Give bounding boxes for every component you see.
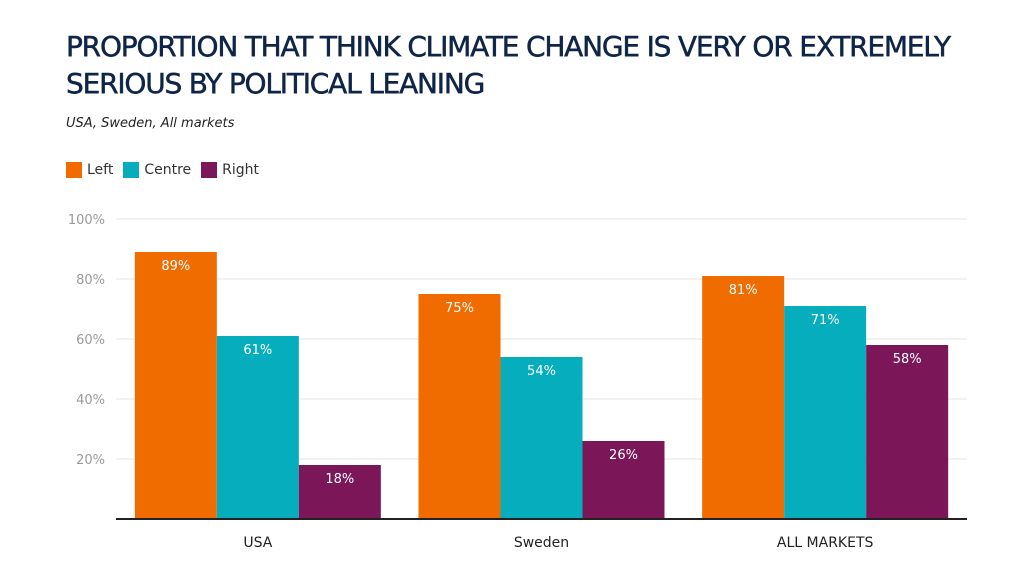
bar bbox=[500, 357, 583, 519]
y-tick-label: 20% bbox=[76, 453, 105, 468]
data-label: 71% bbox=[811, 313, 840, 328]
data-label: 89% bbox=[161, 259, 190, 274]
bar bbox=[702, 276, 785, 519]
y-tick-label: 60% bbox=[76, 333, 105, 348]
legend-label-right: Right bbox=[222, 162, 260, 178]
legend-swatch-centre bbox=[123, 162, 140, 178]
bar bbox=[784, 306, 867, 519]
data-label: 58% bbox=[893, 352, 922, 367]
bar bbox=[216, 336, 299, 519]
data-label: 75% bbox=[445, 301, 474, 316]
legend: Left Centre Right bbox=[66, 162, 269, 178]
legend-swatch-left bbox=[66, 162, 82, 178]
legend-label-left: Left bbox=[87, 162, 114, 178]
x-tick-label: Sweden bbox=[514, 535, 569, 551]
legend-item-centre: Centre bbox=[123, 162, 191, 178]
bar bbox=[134, 252, 217, 519]
bar bbox=[866, 345, 949, 519]
legend-item-right: Right bbox=[201, 162, 259, 178]
y-tick-label: 100% bbox=[68, 213, 105, 228]
data-label: 26% bbox=[609, 448, 638, 463]
legend-item-left: Left bbox=[66, 162, 113, 178]
y-tick-label: 80% bbox=[76, 273, 105, 288]
x-tick-label: ALL MARKETS bbox=[777, 535, 874, 551]
data-label: 18% bbox=[325, 472, 354, 487]
bar bbox=[298, 465, 381, 519]
bar bbox=[418, 294, 501, 519]
legend-label-centre: Centre bbox=[144, 162, 192, 178]
bar bbox=[582, 441, 665, 519]
legend-swatch-right bbox=[201, 162, 218, 178]
y-tick-label: 40% bbox=[76, 393, 105, 408]
chart-subtitle: USA, Sweden, All markets bbox=[66, 116, 235, 131]
chart-title: PROPORTION THAT THINK CLIMATE CHANGE IS … bbox=[66, 30, 952, 101]
data-label: 61% bbox=[243, 343, 272, 358]
x-tick-label: USA bbox=[243, 535, 272, 551]
data-label: 54% bbox=[527, 364, 556, 379]
data-label: 81% bbox=[729, 283, 758, 298]
